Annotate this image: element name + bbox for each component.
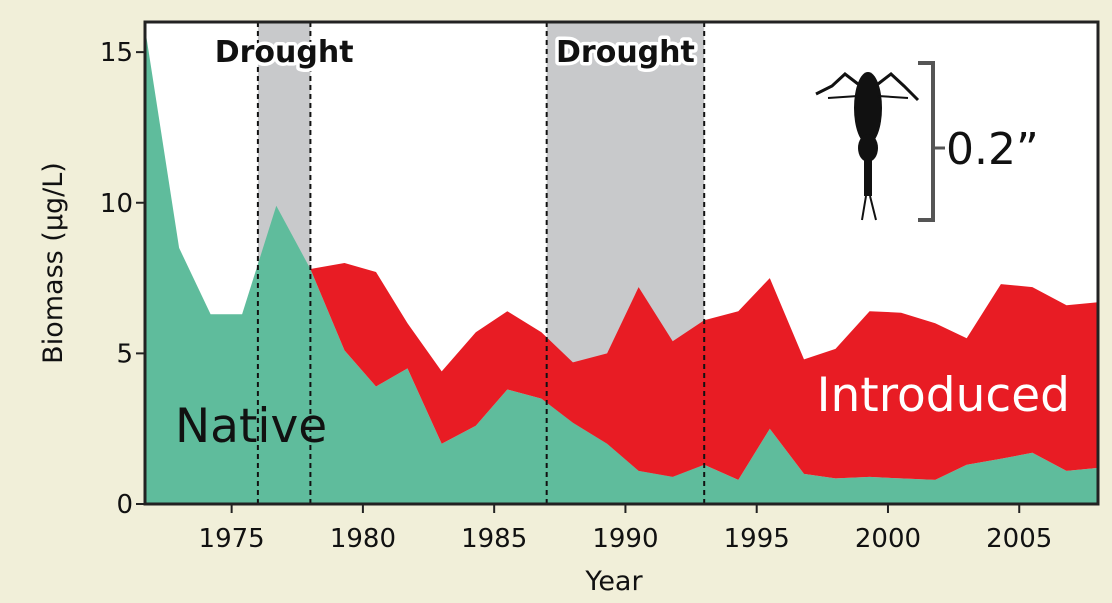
series-area-introduced: [145, 28, 1098, 480]
y-tick-label-15: 15: [100, 38, 133, 68]
y-axis-title: Biomass (µg/L): [38, 162, 69, 364]
y-tick-label-10: 10: [100, 189, 133, 219]
drought-label-1: Drought: [215, 35, 354, 70]
plot-frame: [143, 20, 1100, 506]
y-tick-label-5: 5: [116, 339, 133, 369]
x-tick-label-1985: 1985: [461, 524, 527, 554]
x-axis-ticks: 1975 1980 1985 1990 1995 2000 2005: [199, 504, 1052, 554]
x-tick-label-1995: 1995: [724, 524, 790, 554]
x-tick-label-2000: 2000: [855, 524, 921, 554]
x-tick-label-1975: 1975: [199, 524, 265, 554]
x-tick-label-1980: 1980: [330, 524, 396, 554]
x-axis-title: Year: [584, 566, 643, 597]
y-axis-ticks: 0 5 10 15: [100, 38, 145, 520]
stacked-areas: [145, 28, 1098, 504]
scale-bar-label: 0.2”: [946, 124, 1039, 175]
x-tick-label-2005: 2005: [986, 524, 1052, 554]
drought-labels: Drought Drought: [211, 32, 698, 74]
series-label-native: Native: [175, 399, 327, 454]
series-label-introduced: Introduced: [817, 368, 1070, 423]
copepod-icon: [815, 72, 920, 221]
series-area-native: [145, 28, 1098, 504]
x-tick-label-1990: 1990: [592, 524, 658, 554]
y-tick-label-0: 0: [116, 490, 133, 520]
scale-bar: [918, 61, 935, 222]
drought-label-2: Drought: [556, 35, 695, 70]
